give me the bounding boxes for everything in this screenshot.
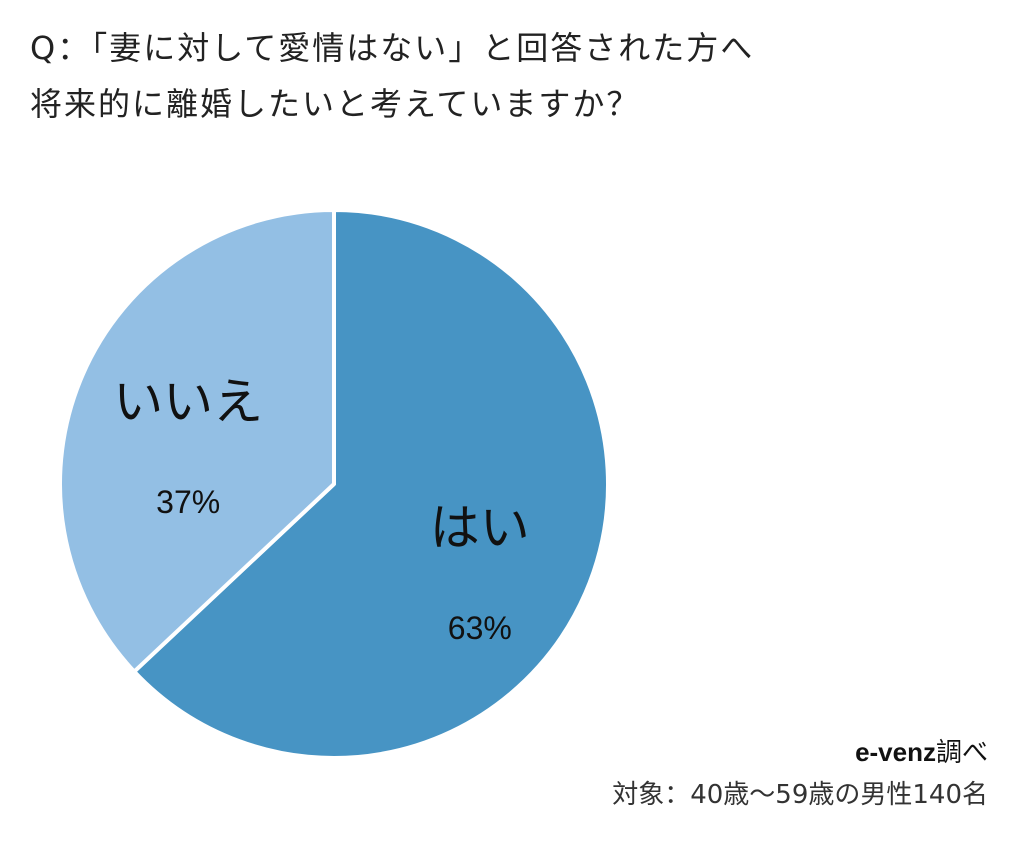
chart-title: Q：「妻に対して愛情はない」と回答された方へ 将来的に離婚したいと考えていますか… [30, 20, 930, 132]
slice-value-no: 37% [156, 484, 220, 520]
pie-labels: はい 63% いいえ 37% [113, 373, 530, 646]
source-credit: e-venz調べ [612, 732, 988, 772]
pie-slice-no [58, 208, 336, 674]
pie-slice-yes [132, 208, 610, 760]
source-suffix: 調べ [935, 738, 988, 768]
source-note: e-venz調べ 対象：40歳～59歳の男性140名 [612, 732, 988, 818]
title-line-1: Q：「妻に対して愛情はない」と回答された方へ [30, 29, 755, 67]
pie-slices [58, 208, 610, 760]
source-brand: e-venz [855, 737, 936, 767]
survey-target: 対象：40歳～59歳の男性140名 [612, 780, 988, 810]
slice-label-yes: はい [430, 499, 530, 557]
slice-label-no: いいえ [113, 373, 263, 431]
slice-value-yes: 63% [448, 610, 512, 646]
title-line-2: 将来的に離婚したいと考えていますか？ [30, 85, 641, 123]
